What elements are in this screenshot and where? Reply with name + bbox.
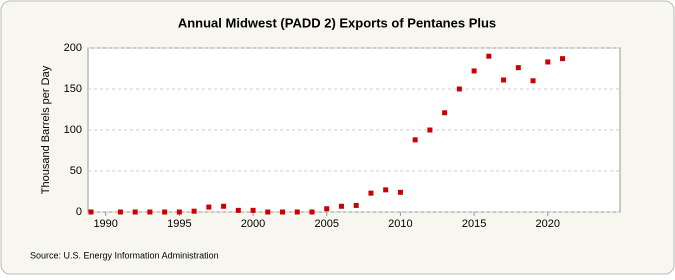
- point: [162, 209, 168, 215]
- point: [235, 207, 241, 213]
- point: [132, 209, 138, 215]
- point: [88, 209, 94, 215]
- point: [427, 127, 433, 133]
- point: [221, 203, 227, 209]
- point: [383, 187, 389, 193]
- y-tick-label: 150: [64, 83, 82, 95]
- point: [501, 77, 507, 83]
- x-tick-label: 2010: [388, 218, 412, 230]
- y-tick-label: 100: [64, 124, 82, 136]
- point: [176, 209, 182, 215]
- point: [147, 209, 153, 215]
- point: [412, 137, 418, 143]
- point: [309, 209, 315, 215]
- point: [368, 190, 374, 196]
- x-tick-label: 2005: [314, 218, 338, 230]
- chart-title: Annual Midwest (PADD 2) Exports of Penta…: [178, 15, 496, 30]
- point: [191, 208, 197, 214]
- y-tick-label: 0: [76, 206, 82, 218]
- point: [338, 203, 344, 209]
- point: [442, 110, 448, 116]
- point: [456, 86, 462, 92]
- point: [353, 202, 359, 208]
- point: [294, 209, 300, 215]
- x-tick-label: 2015: [462, 218, 486, 230]
- source: Source: U.S. Energy Information Administ…: [30, 250, 219, 260]
- point: [530, 78, 536, 84]
- x-tick-label: 1995: [167, 218, 191, 230]
- x-tick-label: 1990: [93, 218, 117, 230]
- point: [206, 204, 212, 210]
- point: [471, 68, 477, 74]
- point: [265, 209, 271, 215]
- point: [560, 56, 566, 62]
- x-tick-label: 2000: [241, 218, 265, 230]
- y-tick-label: 200: [64, 42, 82, 54]
- point: [324, 206, 330, 212]
- point: [117, 209, 123, 215]
- point: [545, 59, 551, 65]
- point: [515, 65, 521, 71]
- point: [486, 53, 492, 59]
- point: [250, 207, 256, 213]
- x-tick-label: 2020: [536, 218, 560, 230]
- point: [280, 209, 286, 215]
- point: [397, 189, 403, 195]
- y-axis-label: Thousand Barrels per Day: [40, 65, 52, 194]
- y-tick-label: 50: [70, 165, 82, 177]
